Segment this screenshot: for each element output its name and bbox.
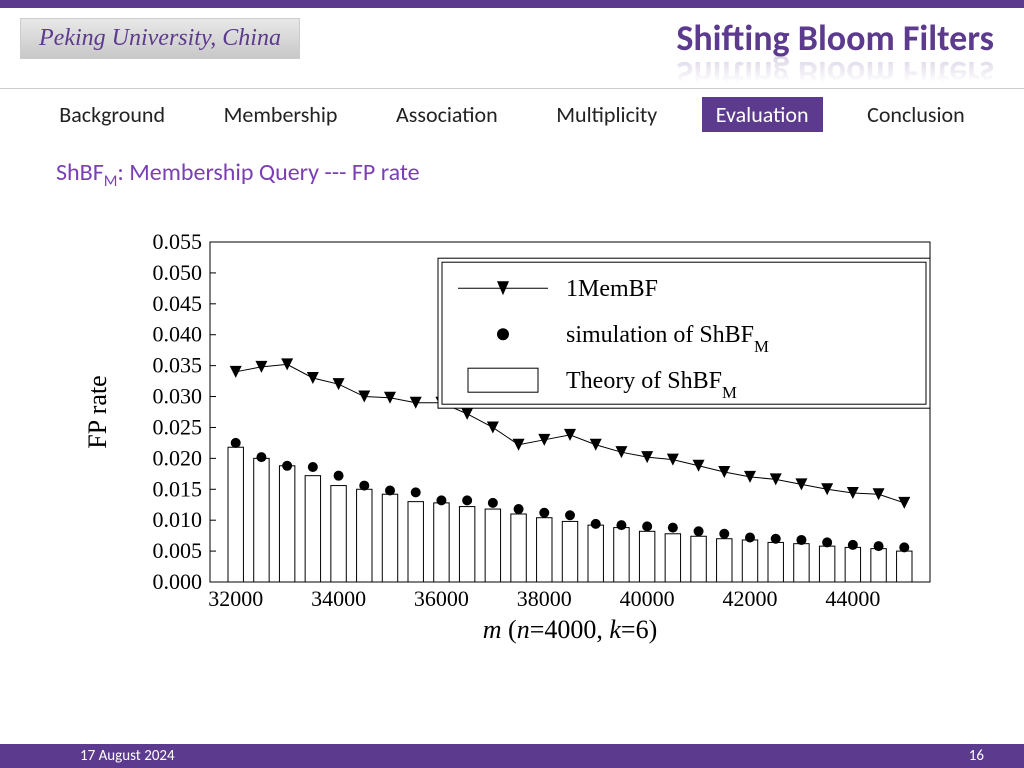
svg-text:44000: 44000 — [825, 586, 880, 611]
tab-evaluation[interactable]: Evaluation — [702, 97, 823, 132]
svg-text:0.055: 0.055 — [153, 232, 203, 254]
top-accent-bar — [0, 0, 1024, 8]
header: Peking University, China Shifting Bloom … — [0, 8, 1024, 60]
svg-text:36000: 36000 — [414, 586, 469, 611]
svg-text:0.040: 0.040 — [153, 322, 203, 347]
footer-date: 17 August 2024 — [80, 747, 175, 765]
tab-association[interactable]: Association — [382, 97, 512, 132]
tab-membership[interactable]: Membership — [210, 97, 352, 132]
svg-text:1MemBF: 1MemBF — [566, 276, 658, 302]
subtitle-prefix: ShBF — [56, 158, 104, 187]
svg-text:38000: 38000 — [517, 586, 572, 611]
svg-text:0.045: 0.045 — [153, 291, 203, 316]
footer: 17 August 2024 16 — [0, 744, 1024, 768]
footer-page: 16 — [969, 747, 984, 765]
svg-text:40000: 40000 — [620, 586, 675, 611]
subtitle-rest: : Membership Query --- FP rate — [117, 158, 419, 187]
svg-text:0.020: 0.020 — [153, 445, 203, 470]
svg-text:0.030: 0.030 — [153, 384, 203, 409]
tab-conclusion[interactable]: Conclusion — [853, 97, 979, 132]
svg-text:0.015: 0.015 — [153, 476, 203, 501]
svg-text:0.005: 0.005 — [153, 538, 203, 563]
subtitle: ShBFM: Membership Query --- FP rate — [0, 140, 1024, 191]
svg-text:0.000: 0.000 — [153, 569, 203, 594]
affiliation-badge: Peking University, China — [20, 18, 300, 59]
slide-title: Shifting Bloom Filters Shifting Bloom Fi… — [676, 16, 994, 60]
svg-text:34000: 34000 — [311, 586, 366, 611]
chart: 0.000 0.005 0.010 0.015 0.020 0.025 0.030 0.035… — [80, 232, 950, 652]
svg-text:FP rate: FP rate — [83, 375, 112, 448]
subtitle-sub: M — [104, 172, 118, 191]
svg-text:0.050: 0.050 — [153, 260, 203, 285]
svg-text:0.025: 0.025 — [153, 414, 203, 439]
svg-text:m (n=4000, k=6): m (n=4000, k=6) — [483, 615, 658, 644]
nav-tabs: Background Membership Association Multiplic… — [0, 89, 1024, 140]
svg-text:0.035: 0.035 — [153, 353, 203, 378]
svg-text:42000: 42000 — [723, 586, 778, 611]
title-reflection: Shifting Bloom Filters — [676, 52, 994, 96]
svg-text:32000: 32000 — [208, 586, 263, 611]
tab-background[interactable]: Background — [45, 97, 179, 132]
tab-multiplicity[interactable]: Multiplicity — [542, 97, 671, 132]
chart-svg: 0.000 0.005 0.010 0.015 0.020 0.025 0.030 0.035… — [80, 232, 950, 652]
svg-text:0.010: 0.010 — [153, 507, 203, 532]
